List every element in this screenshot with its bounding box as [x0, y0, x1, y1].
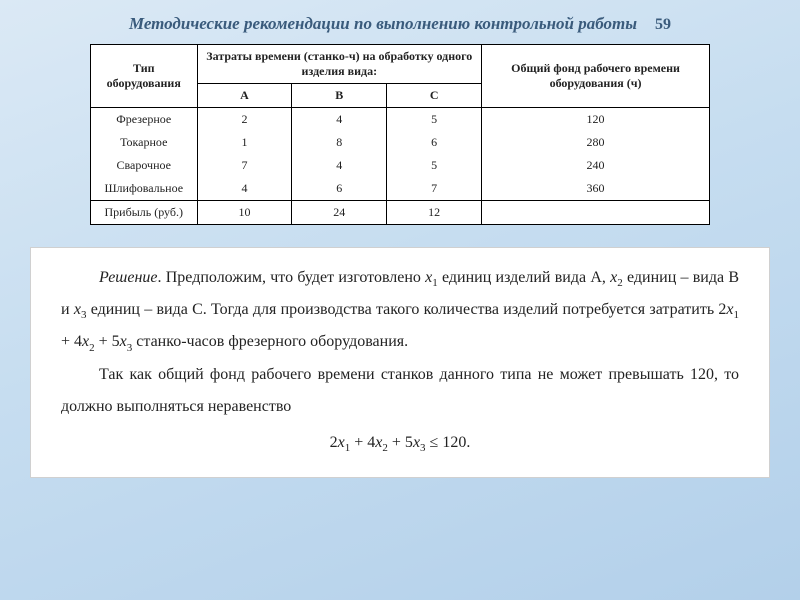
cell-type: Сварочное — [91, 154, 198, 177]
solution-label: Решение — [99, 269, 158, 286]
data-table-container: Тип оборудования Затраты времени (станко… — [90, 44, 710, 225]
table-header-row: Тип оборудования Затраты времени (станко… — [91, 45, 710, 84]
sub-3b: 3 — [127, 342, 133, 354]
var-x3c: x — [413, 434, 420, 451]
text: станко-часов фрезерного оборудования. — [132, 333, 408, 350]
sub-3c: 3 — [420, 442, 426, 454]
cell-fund: 240 — [482, 154, 710, 177]
cell-a: 4 — [197, 177, 292, 201]
page: Методические рекомендации по выполнению … — [0, 0, 800, 600]
col-type: Тип оборудования — [91, 45, 198, 108]
solution-paragraph-1: Решение. Предположим, что будет изготовл… — [61, 262, 739, 359]
cell-c: 6 — [387, 131, 482, 154]
page-title: Методические рекомендации по выполнению … — [129, 14, 637, 34]
table-row: Фрезерное 2 4 5 120 — [91, 108, 710, 132]
text: 2 — [330, 434, 338, 451]
text: + 5 — [388, 434, 413, 451]
cell-c: 5 — [387, 108, 482, 132]
inequality: 2x1 + 4x2 + 5x3 ≤ 120. — [61, 427, 739, 459]
table-row: Шлифовальное 4 6 7 360 — [91, 177, 710, 201]
cell-c: 7 — [387, 177, 482, 201]
col-cost-group: Затраты времени (станко-ч) на обработку … — [197, 45, 482, 84]
cell-b: 6 — [292, 177, 387, 201]
cell-a: 2 — [197, 108, 292, 132]
solution-block: Решение. Предположим, что будет изготовл… — [30, 247, 770, 478]
var-x3b: x — [120, 333, 127, 350]
cell-type: Шлифовальное — [91, 177, 198, 201]
cell-c: 5 — [387, 154, 482, 177]
var-x1b: x — [726, 301, 733, 318]
cell-fund: 120 — [482, 108, 710, 132]
col-fund: Общий фонд рабочего времени оборудования… — [482, 45, 710, 108]
text: + 4 — [61, 333, 82, 350]
text: . Предположим, что будет изготовлено — [158, 269, 426, 286]
cell-a: 7 — [197, 154, 292, 177]
profit-fund — [482, 201, 710, 225]
cell-a: 1 — [197, 131, 292, 154]
sub-2b: 2 — [89, 342, 95, 354]
text: + 5 — [95, 333, 120, 350]
cell-type: Фрезерное — [91, 108, 198, 132]
cell-fund: 280 — [482, 131, 710, 154]
sub-1: 1 — [432, 277, 438, 289]
cell-b: 4 — [292, 108, 387, 132]
col-c: C — [387, 84, 482, 108]
data-table: Тип оборудования Затраты времени (станко… — [90, 44, 710, 225]
cell-b: 8 — [292, 131, 387, 154]
cell-fund: 360 — [482, 177, 710, 201]
col-a: A — [197, 84, 292, 108]
profit-row: Прибыль (руб.) 10 24 12 — [91, 201, 710, 225]
sub-1b: 1 — [734, 309, 740, 321]
page-number: 59 — [655, 16, 671, 34]
text: + 4 — [350, 434, 375, 451]
table-row: Сварочное 7 4 5 240 — [91, 154, 710, 177]
text: единиц изделий вида А, — [438, 269, 610, 286]
sub-1c: 1 — [345, 442, 351, 454]
sub-2: 2 — [617, 277, 623, 289]
header: Методические рекомендации по выполнению … — [0, 0, 800, 34]
text: единиц – вида С. Тогда для производства … — [86, 301, 726, 318]
profit-label: Прибыль (руб.) — [91, 201, 198, 225]
col-b: B — [292, 84, 387, 108]
cell-type: Токарное — [91, 131, 198, 154]
solution-paragraph-2: Так как общий фонд рабочего времени стан… — [61, 359, 739, 423]
sub-3: 3 — [81, 309, 87, 321]
sub-2c: 2 — [382, 442, 388, 454]
cell-b: 4 — [292, 154, 387, 177]
var-x1c: x — [338, 434, 345, 451]
profit-c: 12 — [387, 201, 482, 225]
profit-a: 10 — [197, 201, 292, 225]
profit-b: 24 — [292, 201, 387, 225]
text: ≤ 120. — [426, 434, 471, 451]
var-x3: x — [74, 301, 81, 318]
table-row: Токарное 1 8 6 280 — [91, 131, 710, 154]
